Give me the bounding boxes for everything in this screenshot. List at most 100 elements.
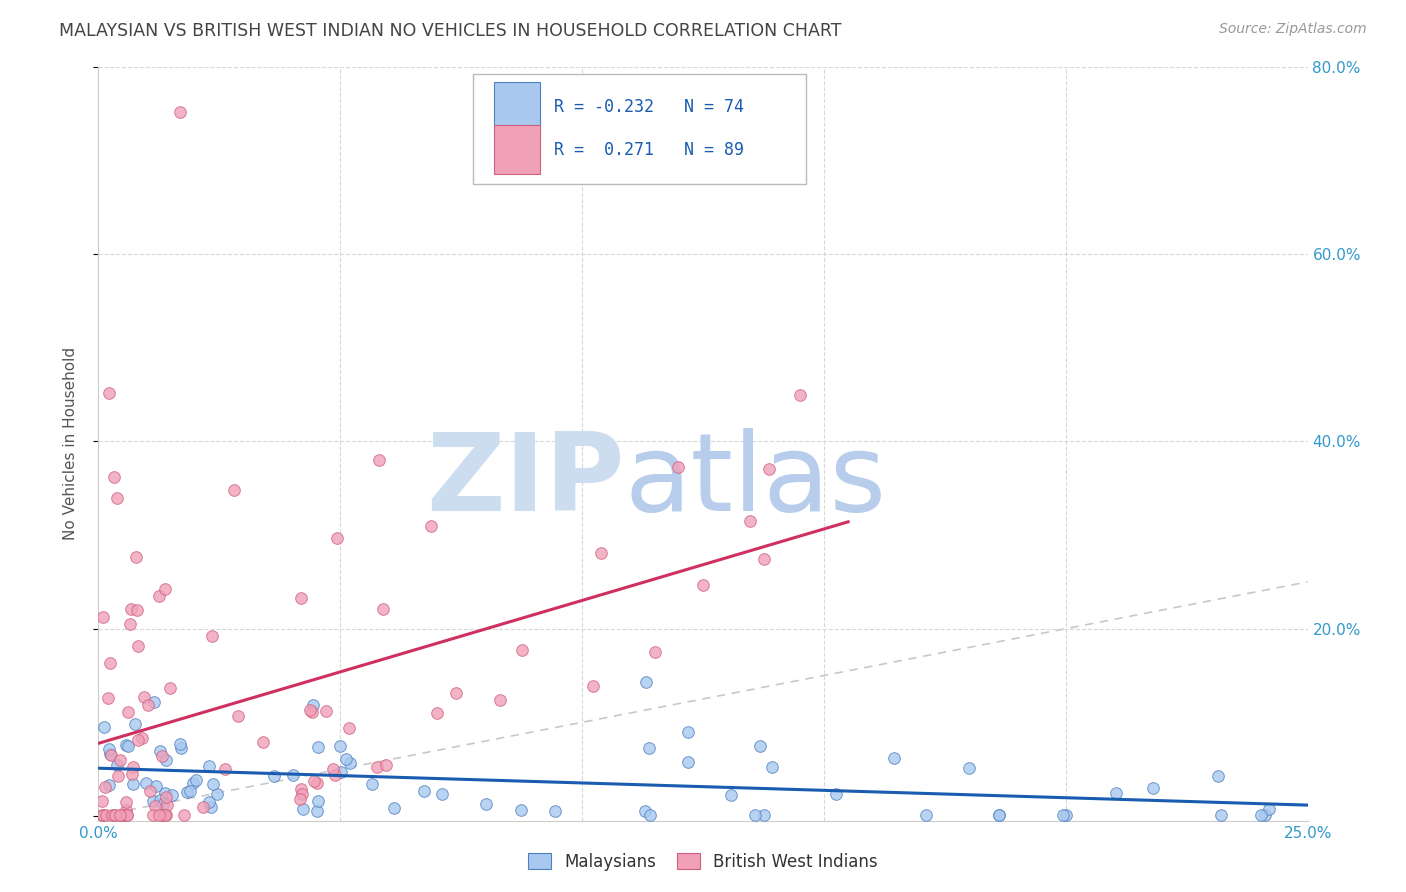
Point [191, 799, 214, 814]
Point [988, 808, 1011, 822]
Point [676, 725, 699, 739]
Point [692, 578, 714, 592]
Point [105, 758, 128, 772]
Point [121, 776, 143, 790]
Point [226, 709, 249, 723]
Point [426, 706, 449, 720]
Point [150, 748, 173, 763]
Point [149, 744, 172, 758]
Point [544, 804, 567, 818]
Point [589, 546, 612, 560]
Point [179, 784, 201, 798]
Point [1052, 808, 1074, 822]
Point [150, 808, 173, 822]
Text: Source: ZipAtlas.com: Source: ZipAtlas.com [1219, 22, 1367, 37]
Point [322, 762, 344, 776]
Point [366, 760, 388, 774]
Point [1142, 780, 1164, 795]
Point [202, 777, 225, 791]
Point [101, 808, 124, 822]
Point [205, 787, 228, 801]
Point [110, 808, 132, 822]
Point [634, 675, 657, 690]
Point [263, 769, 285, 783]
Point [117, 808, 139, 822]
Point [105, 491, 128, 506]
Point [135, 776, 157, 790]
Point [281, 768, 304, 782]
Point [738, 514, 761, 528]
Point [125, 549, 148, 564]
Text: atlas: atlas [624, 428, 886, 534]
Point [115, 739, 138, 753]
Point [302, 698, 325, 712]
Point [758, 462, 780, 476]
Point [156, 797, 179, 812]
Point [720, 788, 742, 802]
Point [97, 741, 120, 756]
Text: MALAYSIAN VS BRITISH WEST INDIAN NO VEHICLES IN HOUSEHOLD CORRELATION CHART: MALAYSIAN VS BRITISH WEST INDIAN NO VEHI… [59, 22, 842, 40]
Point [98, 386, 121, 401]
Point [100, 747, 122, 762]
Point [90, 793, 112, 807]
Point [290, 591, 312, 605]
FancyBboxPatch shape [474, 74, 806, 184]
Point [122, 760, 145, 774]
Point [181, 775, 204, 789]
Point [1250, 808, 1272, 822]
Point [97, 690, 120, 705]
Point [200, 799, 222, 814]
Point [201, 629, 224, 643]
Point [222, 483, 245, 498]
Point [110, 808, 132, 822]
Point [115, 803, 138, 817]
Point [825, 787, 848, 801]
Point [640, 808, 662, 822]
Point [510, 803, 533, 817]
Point [488, 693, 510, 707]
Point [752, 552, 775, 566]
Point [302, 774, 325, 789]
Point [475, 797, 498, 811]
Point [148, 589, 170, 603]
Legend: Malaysians, British West Indians: Malaysians, British West Indians [522, 846, 884, 877]
Point [371, 602, 394, 616]
Point [159, 681, 181, 695]
Point [666, 460, 689, 475]
Point [107, 769, 129, 783]
Text: R =  0.271   N = 89: R = 0.271 N = 89 [554, 141, 744, 159]
Point [132, 690, 155, 705]
Point [323, 768, 346, 782]
Point [915, 808, 938, 822]
Point [91, 609, 114, 624]
Point [184, 772, 207, 787]
Point [112, 808, 135, 822]
Point [91, 808, 114, 822]
Point [131, 731, 153, 746]
FancyBboxPatch shape [494, 82, 540, 131]
Point [91, 808, 114, 822]
Point [419, 519, 441, 533]
Point [94, 808, 117, 822]
Point [117, 739, 139, 753]
Point [93, 720, 115, 734]
Point [644, 645, 666, 659]
Point [127, 603, 149, 617]
Point [1258, 802, 1281, 816]
Point [155, 582, 177, 596]
Point [103, 469, 125, 483]
Point [117, 706, 139, 720]
Point [155, 790, 177, 805]
Point [510, 643, 533, 657]
Point [748, 739, 770, 753]
Point [367, 453, 389, 467]
Point [676, 756, 699, 770]
Text: R = -0.232   N = 74: R = -0.232 N = 74 [554, 98, 744, 116]
Point [127, 639, 149, 653]
Point [789, 388, 811, 402]
Point [252, 734, 274, 748]
Point [214, 762, 236, 776]
Point [143, 695, 166, 709]
Point [329, 739, 352, 753]
Point [108, 753, 131, 767]
